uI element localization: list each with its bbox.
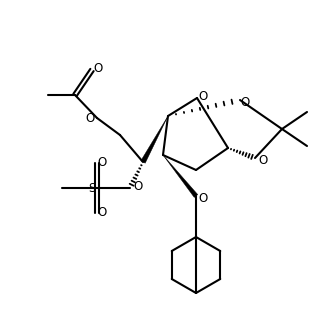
Text: O: O xyxy=(85,113,94,126)
Text: S: S xyxy=(88,183,96,196)
Text: O: O xyxy=(198,192,208,205)
Polygon shape xyxy=(163,155,198,197)
Text: O: O xyxy=(93,63,103,76)
Text: O: O xyxy=(97,156,106,169)
Text: O: O xyxy=(198,91,208,104)
Text: O: O xyxy=(133,180,143,193)
Text: O: O xyxy=(258,154,268,166)
Polygon shape xyxy=(141,116,168,163)
Text: O: O xyxy=(97,206,106,219)
Text: O: O xyxy=(240,95,249,109)
